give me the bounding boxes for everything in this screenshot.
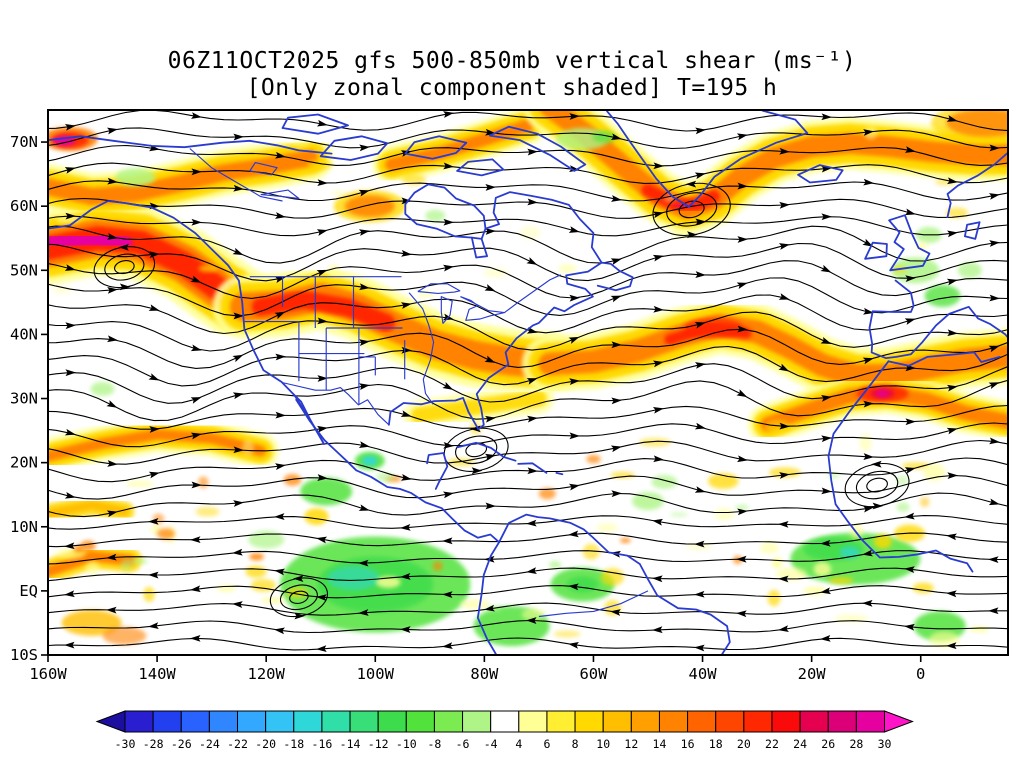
- colorbar-segment: [687, 710, 717, 733]
- colorbar-segment: [658, 710, 689, 733]
- colorbar-left-arrow: [95, 710, 126, 733]
- colorbar-tick-label: -28: [143, 737, 164, 751]
- colorbar-tick-label: -16: [312, 737, 333, 751]
- lat-tick-label: 30N: [10, 390, 38, 408]
- lon-tick-label: 60W: [579, 665, 608, 683]
- chart-subtitle: [Only zonal component shaded] T=195 h: [247, 75, 778, 101]
- colorbar-segment: [237, 710, 267, 733]
- colorbar-tick-label: 30: [878, 737, 892, 751]
- lat-tick-label: EQ: [19, 582, 38, 600]
- streamline-paths: [48, 110, 1008, 651]
- colorbar-segment: [602, 710, 632, 733]
- colorbar-tick-label: -24: [199, 737, 220, 751]
- colorbar-tick-label: -6: [456, 737, 470, 751]
- colorbar-segment: [574, 710, 604, 733]
- lat-tick-label: 40N: [10, 325, 38, 343]
- colorbar-tick-label: -10: [396, 737, 417, 751]
- colorbar-tick-label: -14: [340, 737, 361, 751]
- lon-tick-label: 80W: [470, 665, 499, 683]
- colorbar-segment: [799, 710, 829, 733]
- colorbar-right-arrow: [884, 710, 914, 733]
- colorbar-segment: [743, 710, 773, 733]
- colorbar-segment: [490, 710, 520, 733]
- lat-tick-label: 50N: [10, 261, 38, 279]
- colorbar-tick-label: -18: [283, 737, 304, 751]
- colorbar-segment: [462, 710, 492, 733]
- colorbar-tick-label: -30: [115, 737, 136, 751]
- colorbar-segment: [293, 710, 323, 733]
- streamlines-layer: [48, 110, 1008, 652]
- colorbar-tick-label: 18: [709, 737, 723, 751]
- chart-title: 06Z11OCT2025 gfs 500-850mb vertical shea…: [168, 48, 857, 74]
- streamline-arrows: [64, 111, 1000, 652]
- lat-tick-label: 10N: [10, 518, 38, 536]
- colorbar-segment: [518, 710, 548, 733]
- colorbar-tick-label: 6: [543, 737, 550, 751]
- lon-tick-label: 120W: [248, 665, 286, 683]
- colorbar-tick-label: 24: [793, 737, 807, 751]
- lat-tick-label: 70N: [10, 133, 38, 151]
- colorbar-tick-label: 8: [572, 737, 579, 751]
- colorbar-tick-label: 12: [624, 737, 638, 751]
- lon-tick-label: 140W: [138, 665, 176, 683]
- colorbar-tick-label: 14: [653, 737, 667, 751]
- colorbar-segment: [152, 710, 182, 733]
- lat-tick-label: 60N: [10, 197, 38, 215]
- colorbar-segment: [827, 710, 857, 733]
- colorbar-segment: [771, 710, 801, 733]
- colorbar-segment: [321, 710, 351, 733]
- colorbar-segment: [180, 710, 210, 733]
- colorbar-segment: [715, 710, 745, 733]
- colorbar-tick-label: 20: [737, 737, 751, 751]
- colorbar: -30 -28 -26 -24 -22 -20 -18 -16 -14 -12 -10 -8 -6 -4 4…: [95, 710, 914, 751]
- colorbar-segment: [377, 710, 407, 733]
- colorbar-segment: [405, 710, 435, 733]
- colorbar-tick-label: -4: [484, 737, 498, 751]
- colorbar-segment: [124, 710, 154, 733]
- lat-tick-label: 20N: [10, 454, 38, 472]
- colorbar-tick-label: -12: [368, 737, 389, 751]
- colorbar-tick-label: -26: [171, 737, 192, 751]
- colorbar-segment: [630, 710, 660, 733]
- colorbar-tick-label: 26: [821, 737, 835, 751]
- lon-tick-label: 40W: [689, 665, 718, 683]
- colorbar-tick-label: -20: [255, 737, 276, 751]
- lat-tick-label: 10S: [10, 646, 38, 664]
- lon-tick-label: 100W: [357, 665, 395, 683]
- colorbar-tick-label: -22: [227, 737, 248, 751]
- colorbar-tick-label: 4: [515, 737, 522, 751]
- colorbar-tick-label: 28: [849, 737, 863, 751]
- lon-tick-label: 160W: [29, 665, 67, 683]
- colorbar-segment: [265, 710, 295, 733]
- colorbar-segment: [208, 710, 239, 733]
- lon-tick-label: 20W: [798, 665, 827, 683]
- colorbar-tick-label: 10: [596, 737, 610, 751]
- colorbar-segment: [546, 710, 576, 733]
- colorbar-tick-label: 22: [765, 737, 779, 751]
- coastlines-layer: [48, 110, 1008, 655]
- colorbar-tick-label: 16: [681, 737, 695, 751]
- colorbar-segment: [349, 710, 379, 733]
- colorbar-tick-label: -8: [428, 737, 442, 751]
- borders-rivers-layer: [189, 148, 649, 618]
- colorbar-segment: [855, 710, 885, 733]
- lon-tick-label: 0: [916, 665, 925, 683]
- colorbar-segment: [433, 710, 464, 733]
